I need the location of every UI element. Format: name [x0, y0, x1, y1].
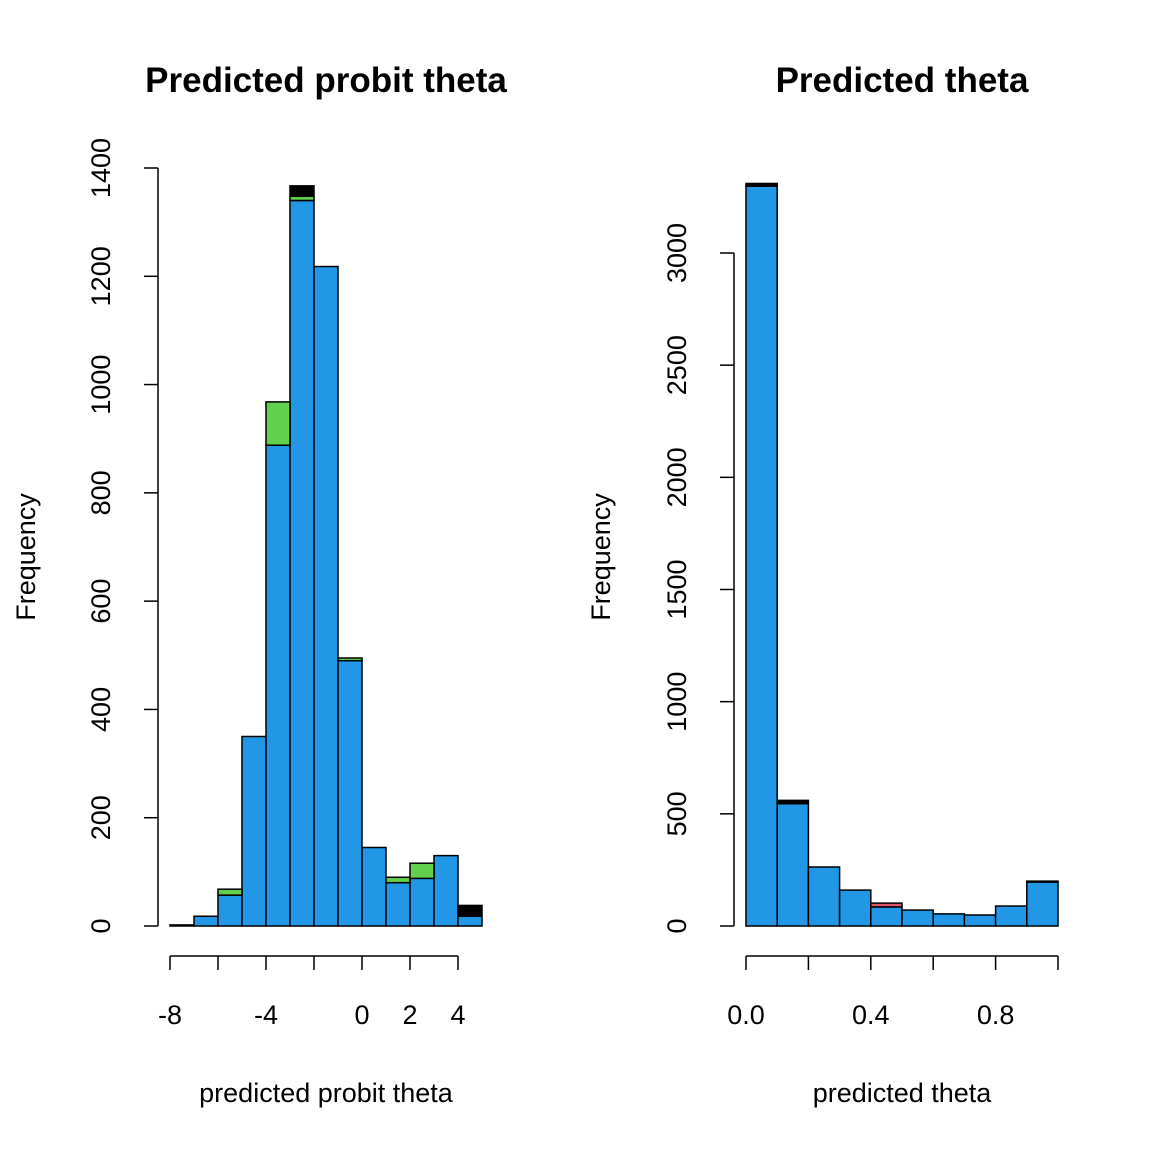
bar-segment [776, 799, 810, 805]
y-tick-label: 500 [662, 791, 692, 836]
x-tick-label: 0.0 [727, 1000, 765, 1030]
bar-segment [217, 894, 243, 927]
y-tick-label: 1500 [662, 559, 692, 619]
y-tick-label: 2500 [662, 335, 692, 395]
bar-segment [433, 854, 459, 927]
y-tick-label: 1000 [86, 355, 116, 415]
bar-segment [963, 914, 997, 927]
bar-segment [193, 915, 219, 927]
bar-segment [1026, 880, 1059, 883]
x-tick-label: 4 [450, 1000, 465, 1030]
x-tick-label: -4 [254, 1000, 278, 1030]
bar-segment [313, 265, 339, 927]
y-tick-label: 400 [86, 687, 116, 732]
y-tick-label: 1400 [86, 138, 116, 198]
chart-title: Predicted theta [776, 61, 1029, 100]
y-tick-label: 0 [86, 918, 116, 933]
bar-segment [241, 735, 267, 927]
y-axis-label: Frequency [11, 493, 41, 621]
bar-segment [457, 915, 483, 927]
bar-segment [838, 889, 872, 927]
y-axis-label: Frequency [586, 493, 616, 621]
y-tick-label: 800 [86, 470, 116, 515]
bar-segment [217, 888, 243, 896]
bar-segment [337, 659, 363, 927]
bar-segment [807, 866, 841, 927]
bar-segment [932, 913, 966, 927]
y-tick-label: 0 [662, 918, 692, 933]
y-tick-label: 2000 [662, 447, 692, 507]
x-tick-label: 0 [354, 1000, 369, 1030]
bar-segment [361, 846, 387, 927]
bar-segment [409, 862, 435, 880]
y-tick-label: 1200 [86, 246, 116, 306]
bar-segment [870, 902, 903, 908]
x-axis-label: predicted probit theta [199, 1078, 454, 1108]
bar-segment [1026, 881, 1059, 927]
bar-segment [901, 909, 934, 927]
bar-segment [745, 182, 778, 187]
y-tick-label: 3000 [662, 223, 692, 283]
bar-segment [776, 802, 810, 927]
bar-segment [385, 881, 411, 927]
bar-segment [289, 199, 315, 927]
y-tick-label: 600 [86, 579, 116, 624]
bar-segment [994, 905, 1028, 927]
bar-segment [745, 185, 778, 927]
x-tick-label: -8 [158, 1000, 182, 1030]
bar-segment [337, 657, 363, 662]
bar-segment [870, 906, 903, 927]
bar-segment [265, 444, 291, 927]
bar-segment [385, 876, 411, 884]
y-tick-label: 1000 [662, 672, 692, 732]
x-axis-label: predicted theta [813, 1078, 993, 1108]
bar-segment [409, 877, 435, 927]
x-tick-label: 0.8 [977, 1000, 1015, 1030]
bar-segment [457, 904, 483, 918]
bar-segment [169, 924, 195, 927]
y-tick-label: 200 [86, 795, 116, 840]
x-tick-label: 0.4 [852, 1000, 890, 1030]
bar-segment [265, 401, 291, 446]
bar-segment [289, 185, 315, 197]
chart-title: Predicted probit theta [145, 61, 507, 100]
x-tick-label: 2 [402, 1000, 417, 1030]
